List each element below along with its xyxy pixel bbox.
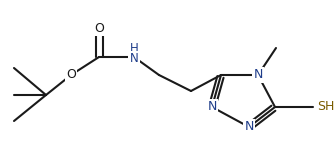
Text: O: O [94, 21, 104, 35]
Text: N: N [207, 101, 217, 114]
Text: H: H [130, 41, 138, 55]
Text: N: N [130, 52, 138, 66]
Text: N: N [244, 121, 254, 134]
Text: O: O [66, 69, 76, 81]
Text: SH: SH [317, 101, 334, 114]
Text: N: N [253, 69, 263, 81]
